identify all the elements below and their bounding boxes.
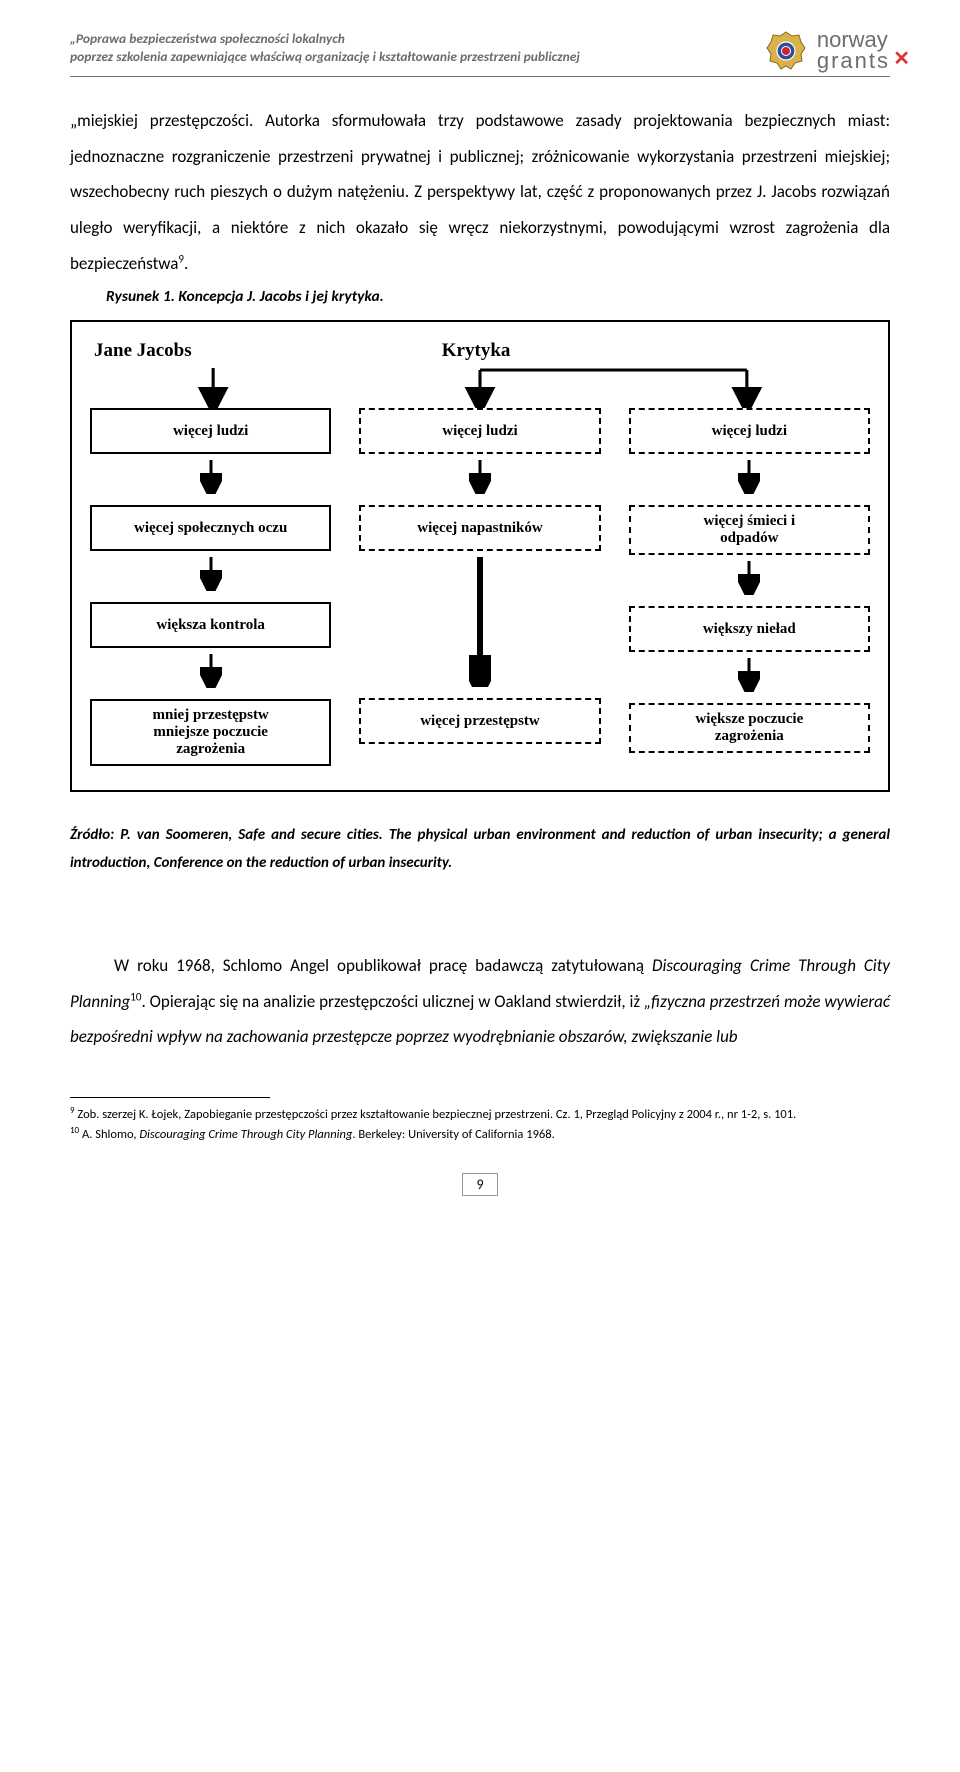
node-c2-r1: więcej ludzi <box>359 408 600 454</box>
node-c3-r3: większy nieład <box>629 606 870 652</box>
node-c1-r3: większa kontrola <box>90 602 331 648</box>
diagram-headers: Jane Jacobs Krytyka <box>90 340 870 362</box>
node-c3-r1: więcej ludzi <box>629 408 870 454</box>
norway-grants-logo: norway grants ✕ <box>817 30 890 72</box>
diagram-col-2: więcej ludzi więcej napastników więcej p… <box>359 408 600 766</box>
p2-sup1: 10 <box>130 990 141 1003</box>
footnotes: 9 Zob. szerzej K. Łojek, Zapobieganie pr… <box>70 1098 890 1145</box>
arrow-icon <box>738 658 760 697</box>
footnote-9: 9 Zob. szerzej K. Łojek, Zapobieganie pr… <box>70 1104 890 1124</box>
arrow-icon <box>469 460 491 499</box>
header-line1: „Poprawa bezpieczeństwa społeczności lok… <box>70 30 345 47</box>
arrow-icon <box>738 460 760 499</box>
page-number: 9 <box>462 1173 498 1196</box>
fn10-b: . Berkeley: University of California 196… <box>352 1127 554 1142</box>
diagram-header-right: Krytyka <box>347 340 604 362</box>
paragraph-1: „miejskiej przestępczości. Autorka sform… <box>70 103 890 281</box>
arrow-icon <box>200 654 222 693</box>
p2-b: . Opierając się na analizie przestępczoś… <box>141 991 644 1012</box>
header-line2: poprzez szkolenia zapewniające właściwą … <box>70 48 580 65</box>
fn10-sup: 10 <box>70 1125 79 1136</box>
police-badge-icon <box>765 30 807 72</box>
arrow-icon <box>200 460 222 499</box>
figure-caption: Rysunek 1. Koncepcja J. Jacobs i jej kry… <box>106 287 890 306</box>
page-header: „Poprawa bezpieczeństwa społeczności lok… <box>70 30 890 77</box>
long-arrow-icon <box>469 557 491 692</box>
p1-text-b: . <box>184 253 188 274</box>
p1-text-a: „miejskiej przestępczości. Autorka sform… <box>70 110 890 274</box>
diagram-frame: Jane Jacobs Krytyka więcej ludzi więcej … <box>70 320 890 792</box>
diagram-col-1: więcej ludzi więcej społecznych oczu wię… <box>90 408 331 766</box>
diagram-columns: więcej ludzi więcej społecznych oczu wię… <box>90 408 870 766</box>
node-c1-r2: więcej społecznych oczu <box>90 505 331 551</box>
node-c1-r4: mniej przestępstw mniejsze poczucie zagr… <box>90 699 331 766</box>
fn10-ital: Discouraging Crime Through City Planning <box>139 1127 352 1142</box>
node-c1-r1: więcej ludzi <box>90 408 331 454</box>
logo-cross-icon: ✕ <box>893 50 910 69</box>
paragraph-2: W roku 1968, Schlomo Angel opublikował p… <box>70 948 890 1055</box>
diagram-header-left: Jane Jacobs <box>90 340 347 362</box>
node-c2-r4: więcej przestępstw <box>359 698 600 744</box>
branch-arrows <box>90 368 870 408</box>
source-note: Źródło: P. van Soomeren, Safe and secure… <box>70 822 890 878</box>
arrow-icon <box>200 557 222 596</box>
arrow-icon <box>738 561 760 600</box>
fn10-a: A. Shlomo, <box>79 1127 139 1142</box>
fn9-text: Zob. szerzej K. Łojek, Zapobieganie prze… <box>75 1107 797 1122</box>
node-c3-r2: więcej śmieci i odpadów <box>629 505 870 555</box>
diagram-col-3: więcej ludzi więcej śmieci i odpadów wię… <box>629 408 870 766</box>
node-c2-r2: więcej napastników <box>359 505 600 551</box>
logo-line2: grants <box>817 48 890 73</box>
p2-a: W roku 1968, Schlomo Angel opublikował p… <box>114 955 652 976</box>
node-c3-r4: większe poczucie zagrożenia <box>629 703 870 753</box>
header-title: „Poprawa bezpieczeństwa społeczności lok… <box>70 30 580 66</box>
header-logos: norway grants ✕ <box>765 30 890 72</box>
footnote-10: 10 A. Shlomo, Discouraging Crime Through… <box>70 1124 890 1144</box>
